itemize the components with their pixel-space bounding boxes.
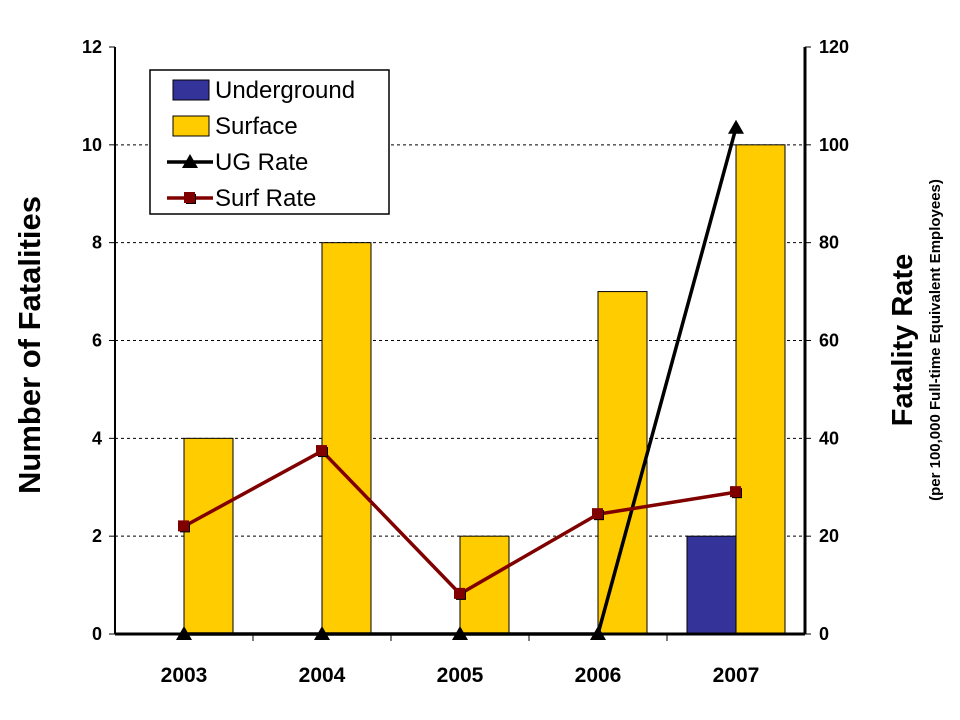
bar-surface-2004 (321, 242, 372, 635)
y2-tick-label: 0 (819, 624, 829, 644)
marker-ug-rate-2005 (452, 626, 468, 640)
y-tick-label: 4 (92, 428, 102, 448)
y2-tick-label: 20 (819, 526, 839, 546)
marker-ug-rate-2007 (728, 119, 744, 134)
y2-tick-label: 40 (819, 428, 839, 448)
y2-tick-label: 100 (819, 135, 849, 155)
y2-axis-sublabel: (per 100,000 Full-time Equivalent Employ… (927, 179, 944, 501)
marker-ug-rate-2004 (314, 626, 330, 640)
marker-surf-rate-2004 (316, 445, 327, 457)
marker-ug-rate-2003 (176, 626, 192, 640)
bar-surface-2006 (597, 291, 648, 635)
x-tick-label: 2003 (161, 664, 208, 687)
legend-label: Surface (215, 113, 298, 140)
y2-tick-label: 60 (819, 331, 839, 351)
x-tick-label: 2004 (299, 664, 346, 687)
y-tick-label: 6 (92, 331, 102, 351)
legend: Underground Surface UG Rate Surf Rate (149, 69, 390, 215)
marker-surf-rate-2006 (592, 508, 603, 520)
y-tick-label: 2 (92, 526, 102, 546)
rate-lines (176, 119, 744, 640)
legend-label: Underground (215, 77, 355, 104)
legend-swatch-1 (172, 115, 210, 137)
marker-surf-rate-2007 (730, 486, 741, 498)
marker-surf-rate-2003 (178, 520, 189, 532)
y2-tick-label: 80 (819, 233, 839, 253)
legend-marker-3 (184, 192, 195, 203)
legend-label: Surf Rate (215, 185, 316, 212)
x-tick-label: 2005 (437, 664, 484, 687)
y2-axis-label: Fatality Rate (887, 254, 919, 426)
legend-label: UG Rate (215, 149, 308, 176)
legend-swatch-0 (172, 79, 210, 101)
bar-underground-2007 (686, 535, 737, 635)
bar-surface-2007 (735, 144, 786, 635)
bars (183, 144, 786, 635)
x-tick-label: 2006 (575, 664, 622, 687)
y-tick-label: 8 (92, 233, 102, 253)
marker-ug-rate-2006 (590, 626, 606, 640)
x-tick-label: 2007 (713, 664, 760, 687)
y-tick-label: 10 (82, 135, 102, 155)
y-axis-label: Number of Fatalities (12, 196, 47, 494)
marker-surf-rate-2005 (454, 587, 465, 599)
y-tick-label: 0 (92, 624, 102, 644)
y-tick-label: 12 (82, 37, 102, 57)
bar-surface-2003 (183, 437, 234, 635)
legend-marker-2 (182, 154, 198, 168)
y2-tick-label: 120 (819, 37, 849, 57)
bar-surface-2005 (459, 535, 510, 635)
